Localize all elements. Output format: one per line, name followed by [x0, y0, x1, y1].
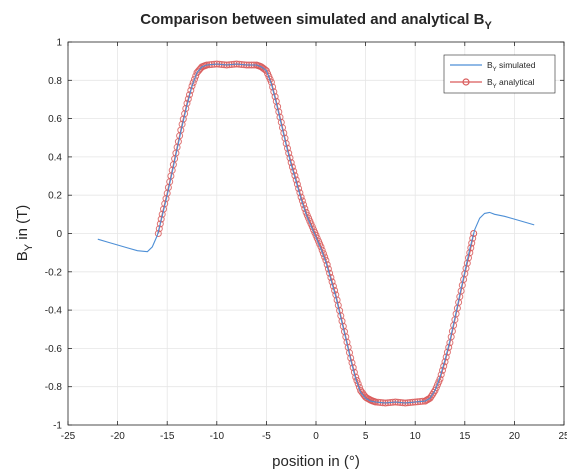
y-tick-label: 0.4 — [48, 152, 62, 163]
y-tick-label: 0.6 — [48, 114, 62, 125]
x-tick-label: -10 — [210, 431, 225, 442]
x-tick-label: 15 — [459, 431, 471, 442]
analytical-marker — [189, 79, 197, 87]
x-tick-label: -5 — [262, 431, 271, 442]
y-tick-label: 1 — [56, 38, 62, 49]
legend-box — [443, 54, 556, 94]
x-tick-label: 0 — [313, 431, 319, 442]
analytical-marker — [188, 82, 196, 90]
analytical-marker — [470, 230, 478, 237]
y-tick-label: 0.2 — [48, 191, 62, 202]
x-tick-label: 20 — [509, 431, 521, 442]
y-tick-label: -1 — [53, 421, 62, 432]
x-tick-label: -25 — [61, 431, 76, 442]
y-tick-label: -0.2 — [45, 267, 63, 278]
legend-simulated-label: BY simulated — [487, 60, 536, 73]
x-tick-label: -15 — [160, 431, 175, 442]
analytical-marker — [187, 86, 195, 94]
x-tick-label: 25 — [558, 431, 567, 442]
x-tick-label: -20 — [110, 431, 125, 442]
analytical-marker — [156, 220, 164, 228]
x-axis-label: position in (°) — [272, 453, 360, 470]
legend-analytical-marker — [462, 78, 470, 86]
axes-box — [67, 41, 565, 426]
legend-analytical-label: BY analytical — [487, 77, 535, 90]
legend: BY simulated BY analytical — [443, 54, 556, 94]
y-tick-label: -0.8 — [45, 382, 63, 393]
y-tick-label: -0.6 — [45, 344, 63, 355]
analytical-marker — [261, 66, 269, 74]
y-tick-label: 0 — [56, 229, 62, 240]
y-tick-label: -0.4 — [45, 306, 63, 317]
y-axis-label: BY in (T) — [14, 205, 35, 262]
chart-title: Comparison between simulated and analyti… — [140, 11, 492, 32]
series-simulated-line — [97, 63, 535, 404]
x-tick-label: 5 — [363, 431, 369, 442]
x-tick-label: 10 — [410, 431, 422, 442]
analytical-marker — [191, 75, 198, 83]
y-tick-label: 0.8 — [48, 76, 62, 87]
